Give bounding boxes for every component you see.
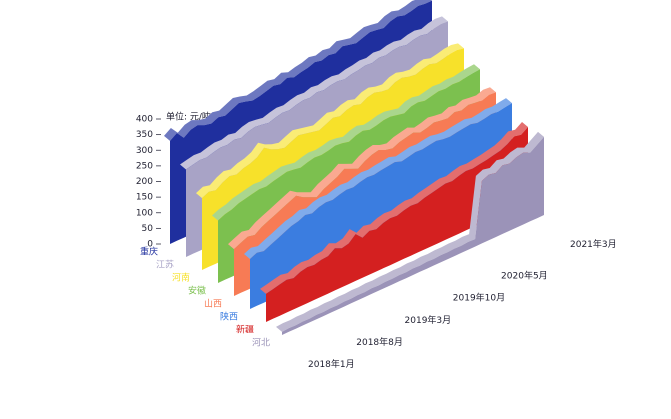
x-tick-label: 2018年1月 [308,358,355,370]
ribbon-top [228,87,496,250]
legend-label: 陕西 [220,311,238,323]
ribbon-top [260,122,528,294]
y-tick-label: 400 [136,115,153,125]
y-unit: 单位: 元/吨 [166,111,211,123]
ribbon-top [244,98,512,259]
ribbon [266,127,528,322]
legend-label: 新疆 [236,324,254,336]
x-tick-label: 2020年5月 [501,270,548,282]
y-tick-label: 150 [136,193,153,203]
y-tick-label: 100 [136,208,153,218]
legend-label: 江苏 [156,259,174,271]
legend-label: 安徽 [188,285,206,297]
ribbon-top [212,64,480,221]
y-tick-label: 350 [136,130,153,140]
y-tick-label: 50 [142,224,154,234]
x-tick-label: 2019年10月 [453,292,505,304]
legend-label: 河北 [252,337,270,349]
legend-label: 河南 [172,272,190,284]
legend-label: 重庆 [140,246,158,258]
y-tick-label: 300 [136,146,153,156]
y-tick-label: 0 [147,240,153,250]
x-tick-label: 2018年8月 [356,336,403,348]
y-tick-label: 250 [136,161,153,171]
x-tick-label: 2019年3月 [405,314,452,326]
ribbon-top [276,131,544,332]
legend-label: 山西 [204,299,222,310]
y-tick-label: 200 [136,177,153,187]
ribbon-top [164,0,432,141]
ribbon [282,136,544,335]
x-tick-label: 2021年3月 [570,238,617,250]
ribbon-top [196,43,464,199]
ribbon-top [180,16,448,170]
